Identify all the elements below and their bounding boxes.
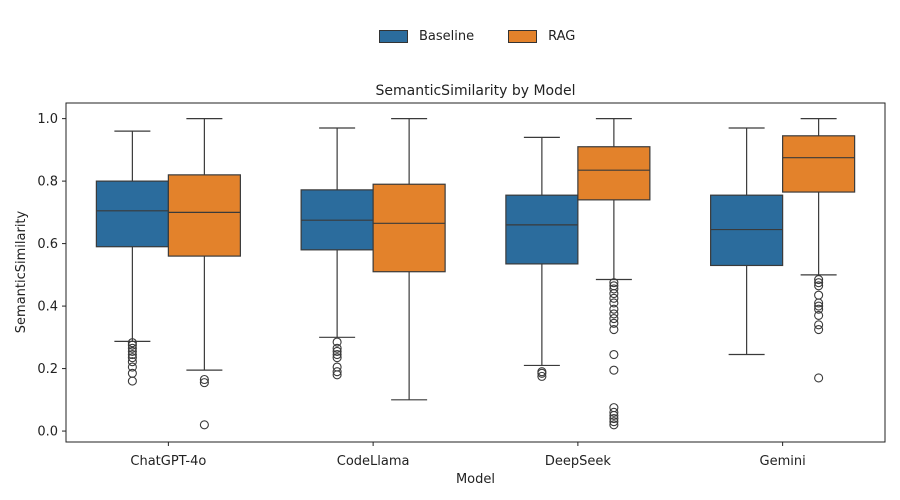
outlier-point: [609, 407, 619, 417]
outlier-point: [814, 310, 824, 321]
x-tick-label: CodeLlama: [337, 454, 410, 469]
outlier-point: [332, 346, 342, 356]
outlier-point: [609, 410, 619, 420]
y-tick-label: 0.8: [37, 175, 58, 190]
outlier-point: [814, 320, 824, 330]
box-baseline: [95, 180, 169, 248]
outlier-point: [537, 368, 547, 378]
outlier-point: [814, 324, 824, 335]
outlier-point: [609, 417, 619, 427]
outlier-point: [127, 349, 137, 360]
outlier-point: [332, 362, 342, 372]
outlier-point: [332, 343, 342, 353]
legend-swatch-baseline: [379, 30, 408, 43]
box-baseline: [710, 194, 784, 267]
outlier-point: [814, 301, 824, 311]
outlier-point: [814, 290, 824, 300]
y-tick-label: 0.2: [37, 362, 58, 377]
outlier-point: [332, 349, 342, 360]
box-rag: [167, 174, 241, 257]
outlier-point: [814, 298, 824, 308]
outlier-point: [814, 274, 824, 285]
outlier-point: [609, 318, 619, 328]
outlier-point: [609, 314, 619, 324]
y-tick-label: 0.4: [37, 300, 58, 315]
legend-label-rag: RAG: [548, 29, 576, 44]
box-rag: [372, 183, 446, 273]
outlier-point: [127, 338, 137, 348]
outlier-point: [609, 365, 619, 375]
outlier-point: [537, 371, 547, 381]
outlier-point: [127, 340, 137, 350]
outlier-point: [332, 367, 342, 377]
outlier-point: [127, 376, 137, 386]
outlier-point: [814, 373, 824, 383]
outlier-point: [332, 353, 342, 363]
legend-swatch-rag: [508, 30, 538, 43]
plot-area: 0.0 0.2 0.4 0.6 0.8 1.0 ChatGPT-4o CodeLlama Dee…: [37, 102, 886, 469]
outlier-point: [609, 284, 619, 294]
legend-item-rag: RAG: [508, 29, 575, 44]
outlier-point: [814, 278, 824, 288]
outlier-point: [199, 378, 209, 388]
legend-item-baseline: Baseline: [379, 29, 474, 44]
outlier-point: [199, 374, 209, 385]
outlier-point: [127, 353, 137, 363]
outlier-point: [127, 368, 137, 378]
x-tick-label: DeepSeek: [545, 454, 612, 469]
outlier-point: [127, 357, 137, 367]
outlier-point: [332, 337, 342, 347]
outlier-point: [127, 346, 137, 356]
outlier-point: [332, 370, 342, 380]
outlier-point: [127, 343, 137, 353]
y-tick-label: 1.0: [37, 112, 58, 127]
outlier-point: [127, 362, 137, 372]
x-tick-label: ChatGPT-4o: [130, 454, 206, 469]
legend-label-baseline: Baseline: [419, 29, 475, 44]
y-tick-label: 0.0: [37, 425, 58, 440]
outlier-point: [609, 414, 619, 424]
outlier-point: [609, 304, 619, 314]
x-tick-label: Gemini: [760, 454, 806, 469]
outlier-point: [199, 420, 209, 430]
chart-title: SemanticSimilarity by Model: [376, 83, 576, 99]
outlier-point: [814, 304, 824, 314]
outlier-point: [609, 289, 619, 299]
outlier-point: [609, 298, 619, 308]
outlier-point: [609, 309, 619, 319]
outlier-point: [609, 420, 619, 430]
outlier-point: [609, 293, 619, 303]
box-baseline: [505, 194, 579, 265]
y-tick-label: 0.6: [37, 237, 58, 252]
outlier-point: [814, 281, 824, 291]
box-rag: [782, 135, 856, 193]
legend: Baseline RAG: [379, 29, 609, 44]
y-axis-label: SemanticSimilarity: [14, 210, 29, 333]
x-axis-label: Model: [456, 472, 495, 487]
outlier-point: [609, 324, 619, 335]
outlier-point: [609, 403, 619, 413]
box-rag: [577, 146, 651, 201]
plot-frame: [65, 102, 886, 443]
outlier-point: [609, 278, 619, 288]
outlier-point: [609, 349, 619, 360]
